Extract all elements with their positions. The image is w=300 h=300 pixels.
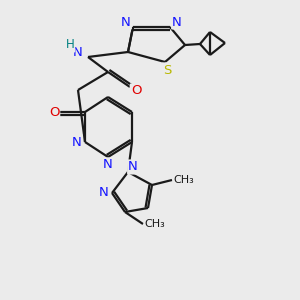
Text: CH₃: CH₃ [145,219,165,229]
Text: O: O [131,85,141,98]
Text: N: N [128,160,138,173]
Text: O: O [49,106,59,118]
Text: N: N [73,46,83,59]
Text: N: N [172,16,182,28]
Text: S: S [163,64,171,76]
Text: N: N [121,16,131,28]
Text: N: N [72,136,82,148]
Text: H: H [66,38,74,52]
Text: N: N [103,158,113,172]
Text: CH₃: CH₃ [174,175,194,185]
Text: N: N [99,187,109,200]
